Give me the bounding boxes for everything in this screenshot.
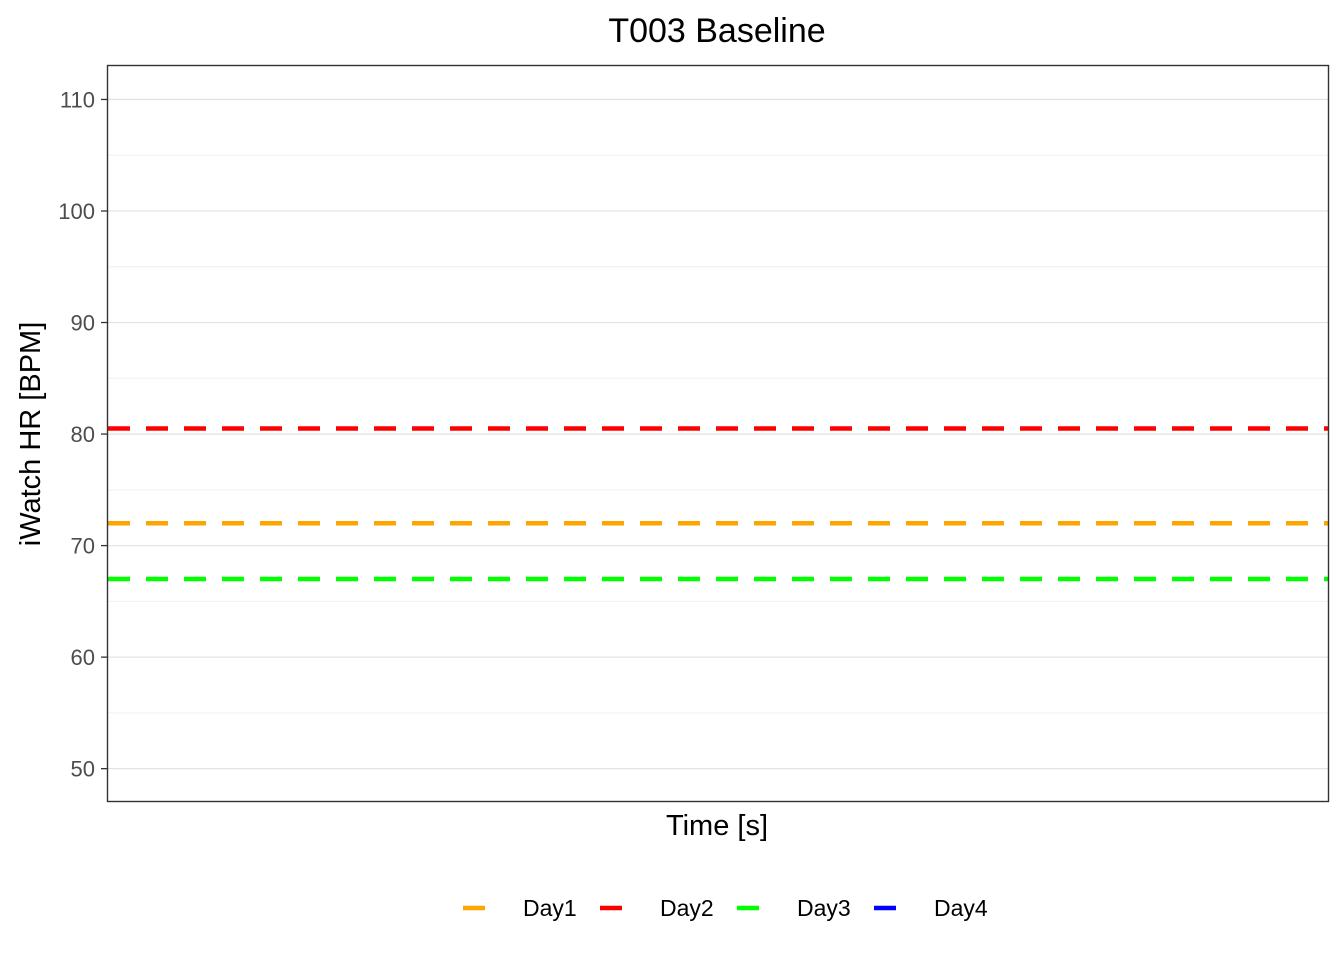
legend: Day1 Day2 Day3 Day4 [463,895,988,921]
legend-label-day2: Day2 [660,895,714,921]
series-lines [108,426,1328,582]
y-axis: 50 60 70 80 90 100 110 [58,87,108,782]
y-tick-label: 110 [60,87,95,112]
y-tick-label: 70 [71,534,95,559]
chart-title: T003 Baseline [608,12,825,50]
legend-label-day3: Day3 [797,895,851,921]
y-tick-label: 60 [71,645,95,670]
grid-lines [108,98,1328,770]
y-tick-label: 50 [71,757,95,782]
x-axis-title: Time [s] [666,810,768,842]
y-tick-label: 80 [71,422,95,447]
y-tick-label: 90 [71,311,95,336]
legend-label-day4: Day4 [934,895,988,921]
y-tick-label: 100 [58,199,95,224]
legend-label-day1: Day1 [523,895,577,921]
y-axis-title: iWatch HR [BPM] [15,322,47,547]
